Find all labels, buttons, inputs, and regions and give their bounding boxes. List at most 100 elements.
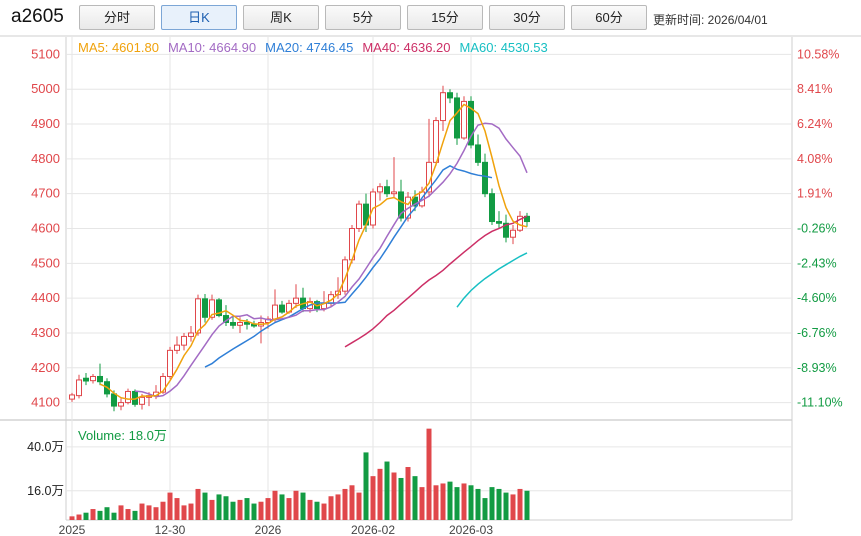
volume-bar xyxy=(118,505,124,520)
ma20-line xyxy=(204,164,493,368)
candle-up xyxy=(69,394,75,400)
volume-bar xyxy=(419,487,425,520)
candle-up xyxy=(195,298,201,334)
volume-bar xyxy=(489,487,495,520)
pct-tick-label: -8.93% xyxy=(797,361,837,375)
volume-bar xyxy=(342,488,348,520)
timeframe-intraday-button[interactable]: 分时 xyxy=(79,5,155,30)
price-tick-label: 4200 xyxy=(31,360,60,375)
candle-down xyxy=(83,377,89,382)
volume-bar xyxy=(230,501,236,520)
volume-bar xyxy=(461,483,467,520)
ma20-legend-label: MA20: 4746.45 xyxy=(265,40,353,55)
volume-bar xyxy=(391,472,397,520)
volume-bar xyxy=(244,498,250,520)
price-tick-label: 5100 xyxy=(31,46,60,61)
candle-down xyxy=(475,144,481,163)
price-tick-label: 4700 xyxy=(31,186,60,201)
candle-down xyxy=(489,193,495,223)
volume-bar xyxy=(188,503,194,520)
volume-bar xyxy=(454,487,460,520)
volume-bar xyxy=(468,485,474,520)
candle-up xyxy=(167,349,173,377)
volume-bar xyxy=(174,498,180,520)
pct-tick-label: 1.91% xyxy=(797,187,832,201)
volume-bar xyxy=(517,488,523,520)
volume-bar xyxy=(167,492,173,520)
volume-bar xyxy=(251,503,257,520)
volume-bar xyxy=(510,494,516,520)
candle-down xyxy=(279,304,285,313)
candle-up xyxy=(510,229,516,238)
volume-tick-label: 40.0万 xyxy=(27,440,64,454)
volume-bar xyxy=(69,516,75,520)
volume-bar xyxy=(104,507,110,520)
volume-bar xyxy=(482,498,488,520)
candles xyxy=(69,85,530,412)
volume-bar xyxy=(181,505,187,520)
pct-tick-label: -11.10% xyxy=(797,396,843,410)
ma10-line xyxy=(134,122,528,398)
candle-up xyxy=(237,322,243,326)
candle-down xyxy=(496,221,502,224)
candle-up xyxy=(160,375,166,393)
volume-bar xyxy=(405,467,411,520)
volume-bar xyxy=(300,492,306,520)
volume-bar xyxy=(314,501,320,520)
pct-tick-label: -4.60% xyxy=(797,291,837,305)
candle-up xyxy=(174,344,180,351)
candle-down xyxy=(384,186,390,195)
candle-down xyxy=(202,298,208,318)
candle-down xyxy=(230,322,236,326)
candle-down xyxy=(482,161,488,195)
pct-tick-label: -2.43% xyxy=(797,256,837,270)
candle-down xyxy=(454,97,460,139)
volume-bar xyxy=(258,501,264,520)
volume-bar xyxy=(272,490,278,520)
timeframe-5min-button[interactable]: 5分 xyxy=(325,5,401,30)
candle-up xyxy=(293,297,299,304)
pct-tick-label: 6.24% xyxy=(797,117,832,131)
ma40-legend-label: MA40: 4636.20 xyxy=(362,40,450,55)
volume-bar xyxy=(265,498,271,520)
volume-bar xyxy=(433,485,439,520)
price-tick-label: 4500 xyxy=(31,255,60,270)
candle-down xyxy=(447,92,453,99)
timeframe-60min-button[interactable]: 60分 xyxy=(571,5,647,30)
volume-bar xyxy=(286,498,292,520)
volume-bar xyxy=(111,512,117,520)
volume-bar xyxy=(398,477,404,520)
volume-bar xyxy=(363,452,369,520)
ma5-line xyxy=(99,103,528,400)
candle-up xyxy=(377,186,383,193)
timeframe-daily-button[interactable]: 日K xyxy=(161,5,237,30)
pct-tick-label: -0.26% xyxy=(797,222,837,236)
timeframe-15min-button[interactable]: 15分 xyxy=(407,5,483,30)
volume-bar xyxy=(153,507,159,520)
pct-tick-label: 8.41% xyxy=(797,82,832,96)
price-tick-label: 4900 xyxy=(31,116,60,131)
timeframe-weekly-button[interactable]: 周K xyxy=(243,5,319,30)
volume-bars xyxy=(69,428,530,520)
timeframe-30min-button[interactable]: 30分 xyxy=(489,5,565,30)
volume-bar xyxy=(475,488,481,520)
ma60-legend-label: MA60: 4530.53 xyxy=(460,40,548,55)
volume-tick-label: 16.0万 xyxy=(27,484,64,498)
candle-down xyxy=(398,191,404,219)
x-tick-label: 2026-02 xyxy=(351,523,395,536)
ma5-legend-label: MA5: 4601.80 xyxy=(78,40,159,55)
x-tick-label: 2025 xyxy=(59,523,86,536)
volume-bar xyxy=(90,509,96,520)
volume-bar xyxy=(139,503,145,520)
volume-bar xyxy=(412,476,418,520)
volume-bar xyxy=(349,485,355,520)
volume-bar xyxy=(293,490,299,520)
price-tick-label: 5000 xyxy=(31,81,60,96)
price-tick-label: 4100 xyxy=(31,395,60,410)
candle-down xyxy=(244,322,250,325)
volume-bar xyxy=(160,501,166,520)
volume-bar xyxy=(307,499,313,520)
price-tick-label: 4600 xyxy=(31,221,60,236)
legend: MA5: 4601.80 MA10: 4664.90 MA20: 4746.45 MA… xyxy=(78,40,548,443)
